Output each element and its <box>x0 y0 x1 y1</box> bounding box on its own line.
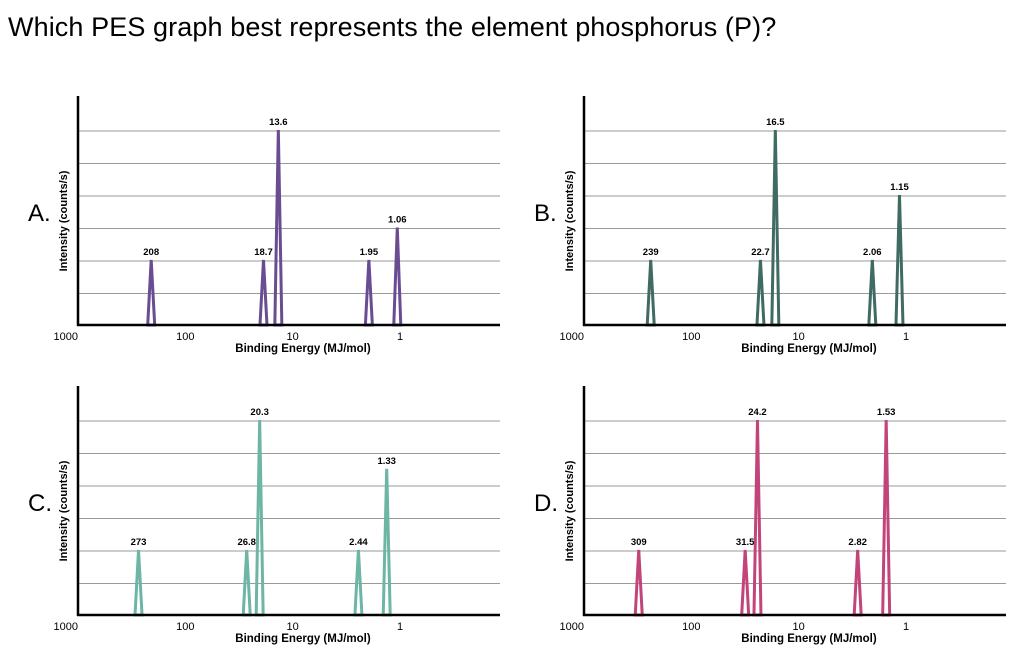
pes-plot: 309 31.5 24.2 2.82 1.53 1000 100 10 1 Binding Ene… <box>560 386 1006 645</box>
peak-label: 1.53 <box>877 407 896 418</box>
x-tick-label: 10 <box>287 621 299 633</box>
x-axis-label: Binding Energy (MJ/mol) <box>741 343 877 355</box>
peak-label: 2.44 <box>349 537 368 548</box>
peak-label: 20.3 <box>250 407 269 418</box>
pes-plot: 208 18.7 13.6 1.95 1.06 1000 100 10 1 Binding Ene… <box>54 96 500 355</box>
peak-label: 1.06 <box>388 215 407 226</box>
option-letter: B. <box>534 200 557 227</box>
x-tick-label: 1000 <box>54 331 78 343</box>
peak-label: 13.6 <box>269 117 288 128</box>
x-tick-label: 1 <box>397 331 403 343</box>
x-tick-label: 100 <box>682 621 700 633</box>
peak-label: 273 <box>131 537 147 548</box>
x-tick-label: 10 <box>793 621 805 633</box>
peak-label: 2.82 <box>848 537 867 548</box>
peak-label: 18.7 <box>254 247 273 258</box>
y-axis-label: Intensity (counts/s) <box>58 460 70 561</box>
x-tick-label: 1000 <box>560 621 584 633</box>
peak-label: 1.33 <box>377 456 396 467</box>
y-axis-label: Intensity (counts/s) <box>564 460 576 561</box>
pes-chart-option-c: C. 273 26.8 20.3 2.44 1.33 1000 100 10 1 Binding E… <box>0 290 506 660</box>
peak <box>752 419 763 617</box>
peak <box>740 549 751 617</box>
peak-label: 2.06 <box>863 247 882 258</box>
peak <box>852 549 863 617</box>
peak <box>881 419 892 617</box>
x-tick-label: 1000 <box>560 331 584 343</box>
peak <box>133 549 144 617</box>
x-axis-label: Binding Energy (MJ/mol) <box>235 633 371 645</box>
y-axis-label: Intensity (counts/s) <box>58 170 70 271</box>
pes-chart-option-d: D. 309 31.5 24.2 2.82 1.53 1000 100 10 1 Binding E… <box>506 290 1012 660</box>
peak-label: 1.95 <box>360 247 379 258</box>
option-letter: D. <box>534 490 558 517</box>
peak <box>633 549 644 617</box>
peak <box>254 419 265 617</box>
peak <box>353 549 364 617</box>
pes-chart-option-b: B. 239 22.7 16.5 2.06 1.15 1000 100 10 1 Binding E… <box>506 0 1012 370</box>
option-letter: C. <box>28 490 52 517</box>
peak-label: 31.5 <box>736 537 755 548</box>
x-tick-label: 1 <box>903 621 909 633</box>
peak-label: 16.5 <box>766 117 785 128</box>
peak <box>381 468 392 617</box>
peak-label: 26.8 <box>237 537 256 548</box>
x-axis-label: Binding Energy (MJ/mol) <box>741 633 877 645</box>
x-axis-label: Binding Energy (MJ/mol) <box>235 343 371 355</box>
x-tick-label: 10 <box>793 331 805 343</box>
x-tick-label: 1 <box>397 621 403 633</box>
peak-label: 1.15 <box>890 182 909 193</box>
pes-chart-option-a: A. 208 18.7 13.6 1.95 1.06 1000 100 10 1 Binding E… <box>0 0 506 370</box>
y-axis-label: Intensity (counts/s) <box>564 170 576 271</box>
peak-label: 22.7 <box>751 247 770 258</box>
pes-plot: 273 26.8 20.3 2.44 1.33 1000 100 10 1 Binding Ene… <box>54 386 500 645</box>
x-tick-label: 1 <box>903 331 909 343</box>
peak-label: 24.2 <box>748 407 767 418</box>
x-tick-label: 10 <box>287 331 299 343</box>
x-tick-label: 100 <box>176 331 194 343</box>
pes-plot: 239 22.7 16.5 2.06 1.15 1000 100 10 1 Binding Ene… <box>560 96 1006 355</box>
peak-label: 239 <box>643 247 659 258</box>
x-tick-label: 100 <box>176 621 194 633</box>
peak-label: 309 <box>631 537 647 548</box>
question-text: Which PES graph best represents the elem… <box>8 12 777 42</box>
x-tick-label: 100 <box>682 331 700 343</box>
peak <box>241 549 252 617</box>
option-letter: A. <box>28 200 51 227</box>
peak-label: 208 <box>143 247 159 258</box>
x-tick-label: 1000 <box>54 621 78 633</box>
